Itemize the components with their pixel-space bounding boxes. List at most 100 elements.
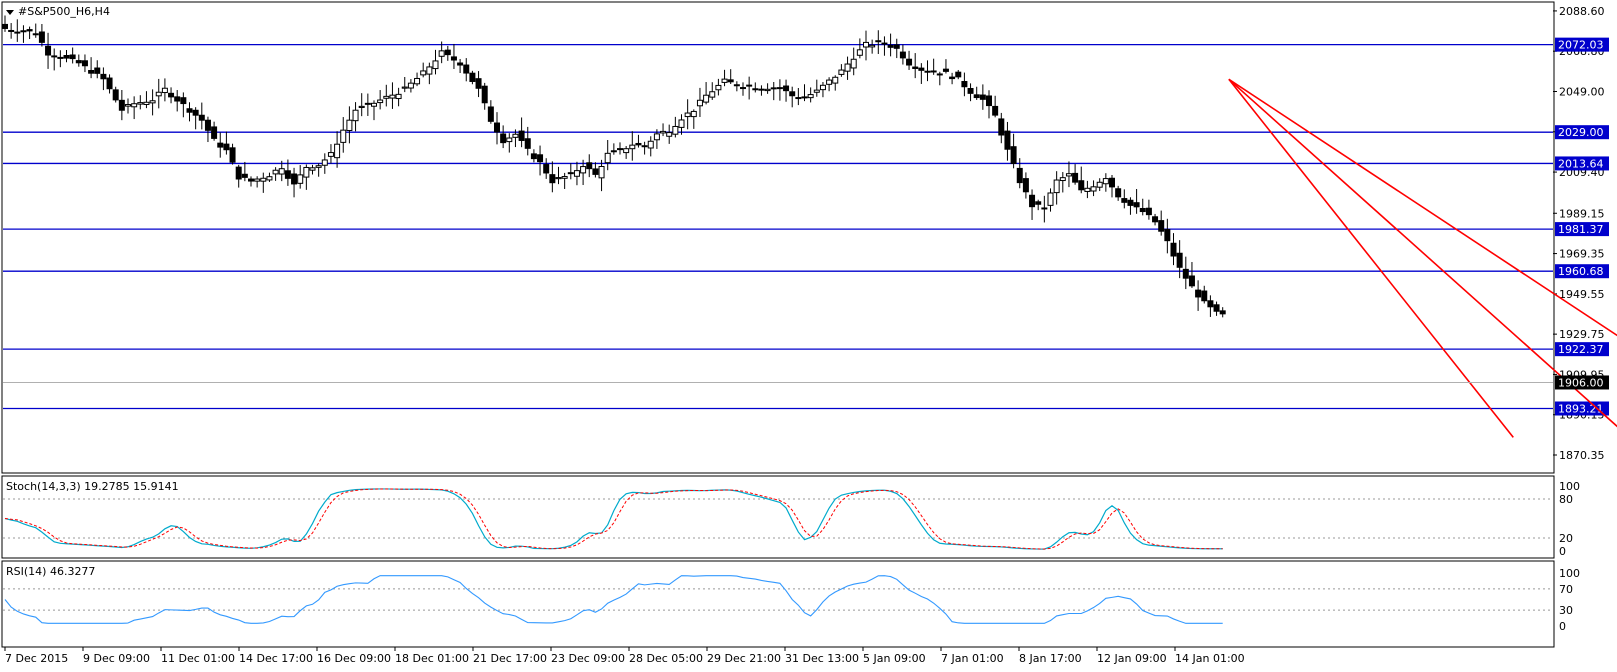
candle [254,176,261,188]
bull-candle-body [327,152,334,157]
candle [740,82,746,96]
candle [487,100,494,124]
candle [414,72,421,87]
bear-candle-body [1152,216,1159,223]
candle [1109,174,1115,198]
candle [869,39,876,54]
bull-candle-body [303,166,310,178]
bull-candle-body [617,148,623,151]
candle [856,38,863,59]
bear-candle-body [906,58,913,66]
bear-candle-body [481,85,488,104]
bull-candle-body [377,99,384,104]
candle [653,129,660,149]
candle [979,84,986,110]
candle [1219,307,1226,318]
bull-candle-body [721,78,728,83]
candle [1041,195,1048,223]
bear-candle-body [204,119,211,131]
bull-candle-body [832,76,839,84]
candle [1121,189,1128,209]
bull-candle-body [131,103,138,108]
candle [131,96,138,120]
candle [1090,180,1097,197]
bear-candle-body [635,142,642,146]
level-label-bg [1555,37,1609,52]
bull-candle-body [297,174,304,184]
candle [401,76,408,93]
candle [125,98,131,114]
candle [88,57,95,79]
candle [81,54,88,73]
bear-candle-body [549,174,556,184]
candle [949,72,956,85]
bear-candle-body [1219,310,1226,315]
candle [789,86,796,108]
bear-candle-body [229,147,236,163]
candle [309,164,316,175]
candle [813,79,820,97]
chart-title[interactable]: #S&P500_H6,H4 [6,5,110,18]
bull-candle-body [610,150,617,153]
candle [75,54,82,67]
level-label-bg [1555,156,1609,171]
level-label: 1922.37 [1558,343,1604,356]
candle [672,116,679,138]
bear-candle-body [537,154,544,163]
bear-candle-body [211,126,218,139]
chevron-down-icon[interactable] [6,9,14,15]
bear-candle-body [88,69,95,74]
bull-candle-body [580,166,587,174]
time-tick-label: 14 Jan 01:00 [1175,652,1245,665]
bear-candle-body [186,108,193,113]
candle [1127,197,1134,215]
candle [561,172,568,189]
bear-candle-body [955,71,962,78]
horizontal-levels[interactable]: 2072.03 2029.00 2013.64 1981.37 1960.68 1922.… [3,37,1609,416]
bear-candle-body [1213,304,1220,312]
candle [1145,199,1152,220]
time-axis: 7 Dec 2015 9 Dec 09:00 11 Dec 01:00 14 Dec … [4,647,1245,665]
candle [518,117,525,148]
candle [592,162,599,178]
candle [1004,121,1011,161]
bull-candle-body [776,87,783,90]
level-label: 1981.37 [1558,223,1604,236]
candle [549,161,556,193]
candle [155,78,162,109]
bear-candle-body [930,70,937,73]
bull-candle-body [653,133,660,141]
level-label-bg [1555,264,1609,279]
bear-candle-body [69,54,76,60]
candle [912,53,919,79]
bull-candle-body [32,33,39,36]
bear-candle-body [998,118,1005,136]
candle [272,167,279,181]
bull-candle-body [684,112,691,118]
bull-candle-body [647,140,654,149]
candle [727,69,734,84]
candle [450,43,457,69]
bear-candle-body [1035,201,1042,205]
stoch-tick-label: 20 [1559,532,1573,545]
candle [118,90,125,121]
candle [967,83,974,102]
bear-candle-body [783,85,790,92]
candle [260,172,267,193]
candle [204,116,211,143]
candle [389,82,396,109]
bull-candle-body [125,104,131,107]
bull-candle-body [334,143,341,159]
candle [832,75,839,91]
candle [715,78,722,96]
price-tick-label: 1870.35 [1559,449,1605,462]
bear-candle-body [81,60,88,67]
candle [703,82,710,105]
bull-candle-body [1084,187,1091,192]
current-price-label-bg [1555,375,1609,390]
candle [1016,158,1023,189]
candle [844,56,851,80]
candle [1133,188,1140,214]
bull-candle-body [266,176,273,181]
